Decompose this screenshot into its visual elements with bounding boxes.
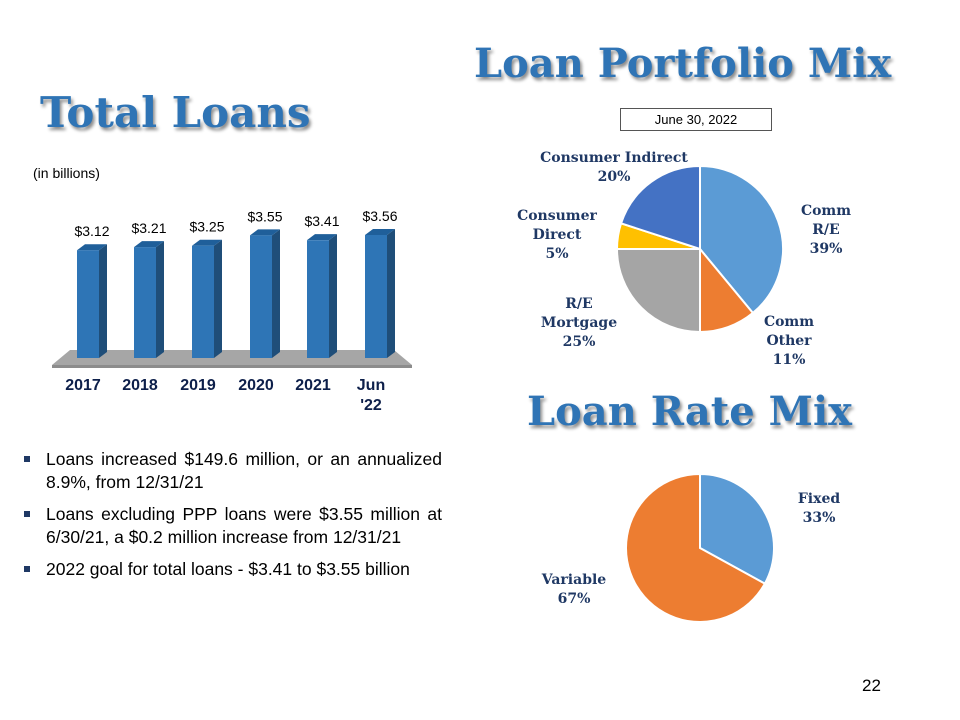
bullet-item: Loans excluding PPP loans were $3.55 mil…	[20, 503, 442, 549]
bar-value-label: $3.56	[362, 208, 397, 224]
pie-slice-label: Fixed 33%	[798, 491, 841, 526]
bullet-item: Loans increased $149.6 million, or an an…	[20, 448, 442, 494]
bar	[77, 244, 107, 358]
pie-slice-label: Consumer Direct 5%	[517, 208, 597, 262]
total-loans-title: Total Loans	[40, 88, 311, 137]
x-tick-label: 2017	[65, 377, 101, 394]
pie-slice-label: Consumer Indirect 20%	[540, 150, 688, 185]
x-tick-label: '22	[360, 397, 382, 414]
bar	[134, 241, 164, 358]
loan-rate-mix-pie: Fixed 33% Variable 67%	[541, 472, 841, 623]
page-number: 22	[862, 676, 881, 695]
pie-slice	[699, 164, 784, 315]
pie-slice	[619, 164, 701, 251]
x-tick-label: 2018	[122, 377, 158, 394]
bar-value-label: $3.25	[189, 219, 224, 235]
total-loans-bar-chart: $3.12 $3.21 $3.25 $3.55 $3.41 $3.56 2017 2018 2…	[52, 208, 412, 414]
chart-floor-edge	[52, 365, 412, 368]
x-tick-label: 2021	[295, 377, 331, 394]
bar	[365, 229, 395, 358]
x-tick-label: 2019	[180, 377, 216, 394]
pie-slice	[699, 472, 775, 586]
pie-slice-label: Variable 67%	[541, 572, 607, 607]
bar	[307, 234, 337, 358]
bar	[192, 239, 222, 358]
loan-portfolio-mix-pie: Comm R/E 39% Comm Other 11% R/E Mortgage 25% Cons…	[517, 150, 851, 368]
portfolio-date-box: June 30, 2022	[620, 108, 772, 131]
bullet-item: 2022 goal for total loans - $3.41 to $3.…	[20, 558, 442, 581]
bar-value-label: $3.41	[304, 213, 339, 229]
x-tick-label: Jun	[357, 377, 385, 394]
pie-slice	[625, 472, 767, 623]
x-tick-label: 2020	[238, 377, 274, 394]
pie-slice-label: Comm R/E 39%	[801, 203, 851, 257]
bar-value-label: $3.21	[131, 220, 166, 236]
pie-slice-label: R/E Mortgage 25%	[541, 296, 617, 350]
bar-value-label: $3.55	[247, 208, 282, 224]
units-note: (in billions)	[33, 165, 100, 181]
pie-slice-label: Comm Other 11%	[764, 314, 814, 368]
bar	[250, 229, 280, 358]
loan-portfolio-mix-title: Loan Portfolio Mix	[474, 40, 892, 87]
bullet-list: Loans increased $149.6 million, or an an…	[20, 448, 442, 590]
pie-slice	[615, 248, 701, 334]
loan-rate-mix-title: Loan Rate Mix	[527, 388, 852, 435]
bar-value-label: $3.12	[74, 223, 109, 239]
